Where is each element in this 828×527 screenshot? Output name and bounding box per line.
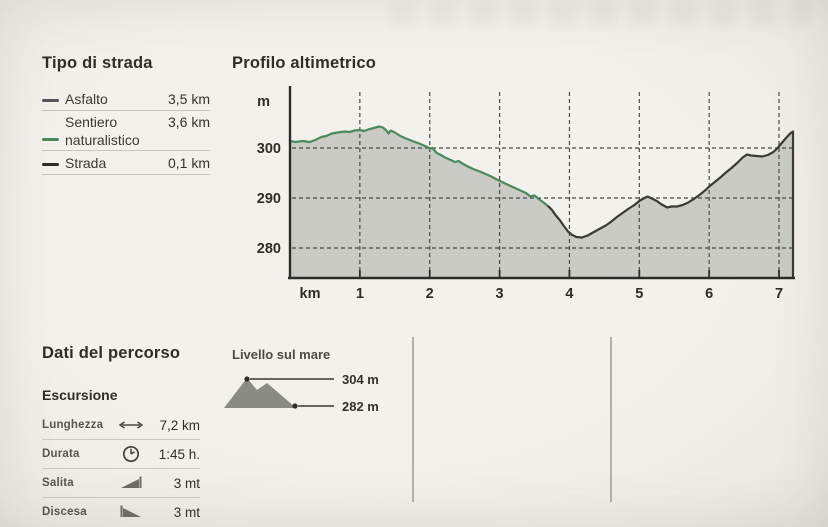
route-data-subtitle: Escursione (42, 387, 118, 403)
y-tick-label: 290 (257, 191, 281, 207)
x-tick-label: 3 (496, 286, 504, 302)
strada-line-swatch (42, 163, 59, 166)
route-data-rows: Lunghezza 7,2 km Durata (42, 411, 200, 526)
route-data-title: Dati del percorso (42, 344, 181, 362)
asfalto-line-swatch (42, 99, 59, 102)
y-tick-label: 300 (257, 141, 281, 157)
elevation-chart-title: Profilo altimetrico (232, 54, 377, 72)
elevation-chart: 300 290 280 1 2 3 4 5 6 7 m km (257, 86, 795, 302)
legend-item-strada: Strada 0,1 km (42, 155, 210, 173)
y-tick-label: 280 (257, 241, 281, 257)
profile-line-segment-1 (547, 130, 795, 279)
sea-level-max-value: 304 m (342, 372, 379, 387)
sea-level-min-value: 282 m (342, 399, 379, 414)
legend-item-value: 3,5 km (167, 91, 210, 107)
length-arrow-icon (114, 420, 148, 430)
route-row-discesa: Discesa 3 mt (42, 498, 200, 526)
clock-icon (114, 445, 148, 463)
x-tick-label: 1 (356, 286, 364, 302)
legend-item-value: 0,1 km (167, 155, 210, 171)
column-divider (610, 337, 612, 502)
route-row-value: 3 mt (173, 475, 200, 491)
route-row-label: Salita (42, 477, 74, 489)
route-row-label: Discesa (42, 506, 87, 518)
sea-level-title: Livello sul mare (232, 347, 331, 362)
road-type-legend-title: Tipo di strada (42, 54, 153, 72)
x-tick-label: 6 (705, 286, 713, 302)
ascent-icon (114, 475, 148, 491)
x-tick-label: 5 (635, 286, 643, 302)
route-row-durata: Durata 1:45 h. (42, 440, 200, 469)
descent-icon (114, 504, 148, 520)
legend-divider (42, 110, 210, 111)
legend-divider (42, 150, 210, 151)
legend-item-label-line2: naturalistico (65, 132, 140, 148)
legend-item-label-line1: Sentiero (65, 114, 118, 130)
page-bleedthrough (390, 0, 810, 26)
route-row-label: Durata (42, 448, 80, 460)
legend-item-value: 3,6 km (167, 114, 210, 130)
route-row-value: 3 mt (173, 504, 200, 520)
profile-line-segment-0 (288, 125, 557, 217)
route-row-label: Lunghezza (42, 419, 104, 431)
route-row-value: 1:45 h. (158, 446, 200, 462)
mountain-icon (224, 376, 334, 409)
route-data-panel: Dati del percorso Escursione Lunghezza 7… (42, 344, 200, 526)
column-divider (412, 337, 414, 502)
legend-item-sentiero: Sentiero naturalistico 3,6 km (42, 114, 210, 148)
route-row-salita: Salita 3 mt (42, 469, 200, 498)
legend-item-label: Asfalto (65, 91, 108, 107)
sentiero-line-swatch (42, 138, 59, 141)
x-tick-label: 7 (775, 286, 783, 302)
legend-divider (42, 174, 210, 175)
x-tick-label: 4 (565, 286, 573, 302)
legend-item-label: Strada (65, 155, 107, 171)
route-row-lunghezza: Lunghezza 7,2 km (42, 411, 200, 440)
y-axis-unit-label: m (257, 94, 270, 110)
x-tick-label: 2 (426, 286, 434, 302)
x-axis-unit-label: km (300, 286, 321, 302)
legend-item-asfalto: Asfalto 3,5 km (42, 91, 210, 109)
route-row-value: 7,2 km (159, 417, 200, 433)
